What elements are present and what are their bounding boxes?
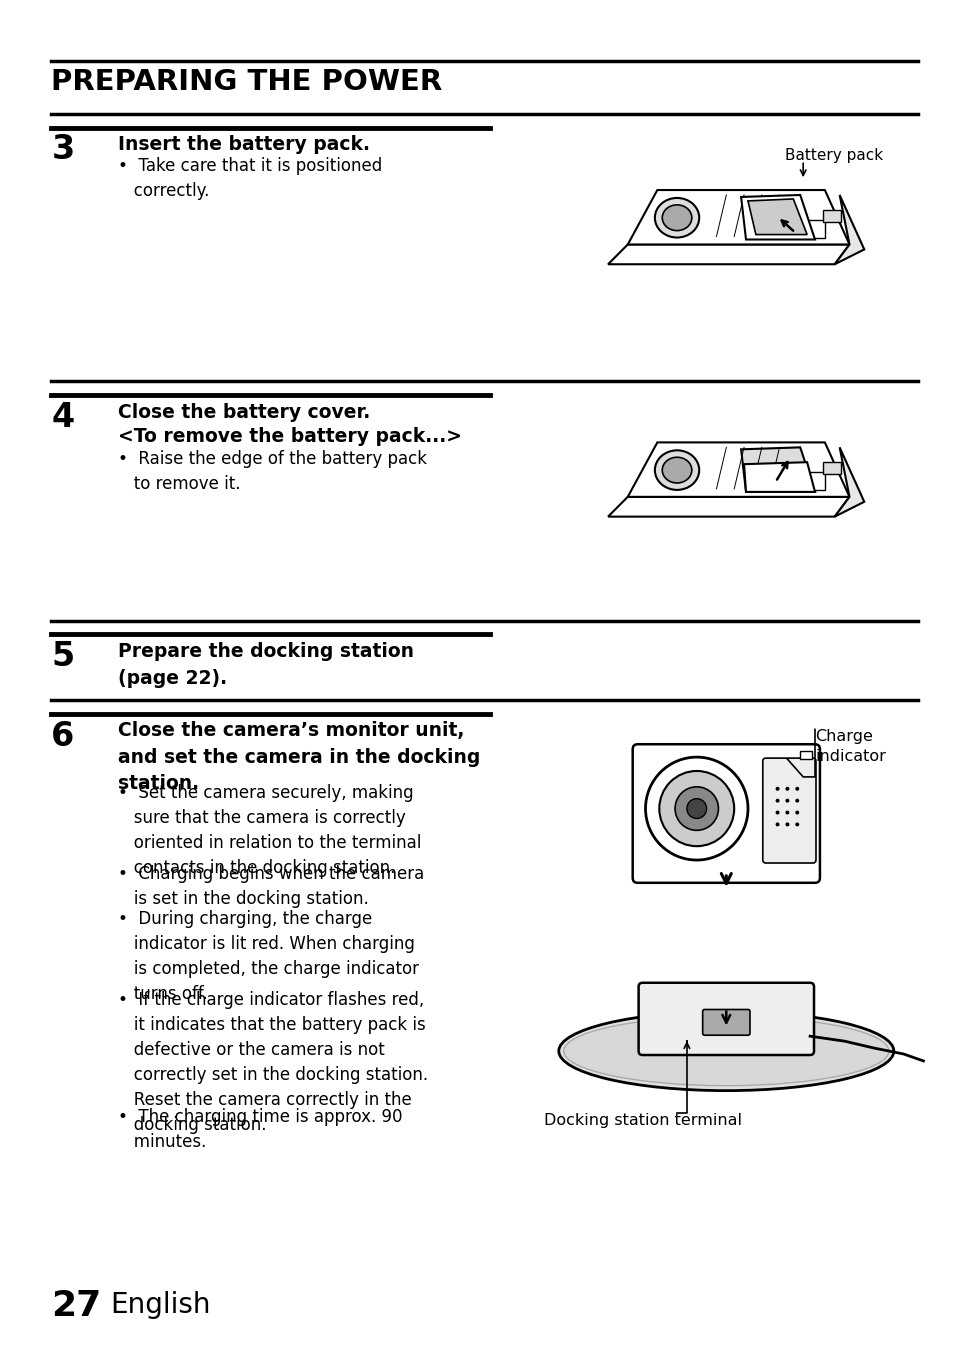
Circle shape [795, 822, 799, 826]
Text: Docking station terminal: Docking station terminal [543, 1114, 741, 1128]
Text: •  If the charge indicator flashes red,
   it indicates that the battery pack is: • If the charge indicator flashes red, i… [118, 991, 428, 1134]
FancyBboxPatch shape [702, 1010, 749, 1036]
Polygon shape [627, 190, 848, 245]
Circle shape [775, 799, 779, 803]
Ellipse shape [563, 1017, 888, 1085]
Text: Close the battery cover.: Close the battery cover. [118, 402, 370, 422]
Bar [800, 751, 811, 759]
Bar [802, 472, 824, 490]
Circle shape [784, 799, 788, 803]
Circle shape [659, 771, 734, 846]
Circle shape [775, 787, 779, 791]
Circle shape [645, 757, 747, 859]
Ellipse shape [558, 1011, 893, 1091]
FancyBboxPatch shape [762, 759, 815, 863]
Text: 6: 6 [51, 720, 74, 752]
Circle shape [784, 787, 788, 791]
Text: •  The charging time is approx. 90
   minutes.: • The charging time is approx. 90 minute… [118, 1108, 402, 1151]
Circle shape [795, 811, 799, 815]
Ellipse shape [654, 451, 699, 490]
Bar [822, 463, 840, 473]
Bar [822, 210, 840, 222]
Circle shape [795, 799, 799, 803]
Text: •  Raise the edge of the battery pack
   to remove it.: • Raise the edge of the battery pack to … [118, 451, 427, 494]
Polygon shape [834, 448, 863, 516]
Polygon shape [607, 496, 848, 516]
Text: Charge
indicator: Charge indicator [814, 729, 885, 764]
Text: 27: 27 [51, 1289, 101, 1322]
Text: •  Take care that it is positioned
   correctly.: • Take care that it is positioned correc… [118, 157, 382, 200]
FancyBboxPatch shape [632, 744, 819, 882]
Circle shape [784, 811, 788, 815]
Polygon shape [743, 463, 814, 492]
Polygon shape [834, 195, 863, 264]
Text: <To remove the battery pack...>: <To remove the battery pack...> [118, 426, 462, 445]
Text: Battery pack: Battery pack [784, 148, 882, 164]
Circle shape [675, 787, 718, 830]
Text: 3: 3 [51, 133, 74, 165]
Text: •  During charging, the charge
   indicator is lit red. When charging
   is comp: • During charging, the charge indicator … [118, 909, 419, 1002]
Ellipse shape [661, 457, 691, 483]
Polygon shape [627, 443, 848, 496]
Text: •  Charging begins when the camera
   is set in the docking station.: • Charging begins when the camera is set… [118, 865, 424, 908]
Circle shape [775, 822, 779, 826]
Polygon shape [740, 448, 814, 492]
Polygon shape [747, 199, 806, 234]
Text: English: English [111, 1291, 211, 1318]
Text: •  Set the camera securely, making
   sure that the camera is correctly
   orien: • Set the camera securely, making sure t… [118, 784, 421, 877]
Polygon shape [607, 245, 848, 264]
Text: Close the camera’s monitor unit,
and set the camera in the docking
station.: Close the camera’s monitor unit, and set… [118, 721, 480, 794]
Text: Prepare the docking station
(page 22).: Prepare the docking station (page 22). [118, 643, 414, 687]
Text: Insert the battery pack.: Insert the battery pack. [118, 134, 370, 153]
Text: 4: 4 [51, 401, 74, 434]
Circle shape [795, 787, 799, 791]
Polygon shape [740, 195, 814, 239]
FancyBboxPatch shape [638, 983, 813, 1054]
Ellipse shape [654, 198, 699, 238]
Circle shape [686, 799, 706, 819]
Text: 5: 5 [51, 640, 74, 674]
Text: PREPARING THE POWER: PREPARING THE POWER [51, 69, 442, 97]
Circle shape [784, 822, 788, 826]
Ellipse shape [661, 204, 691, 230]
Circle shape [775, 811, 779, 815]
Bar [802, 219, 824, 238]
